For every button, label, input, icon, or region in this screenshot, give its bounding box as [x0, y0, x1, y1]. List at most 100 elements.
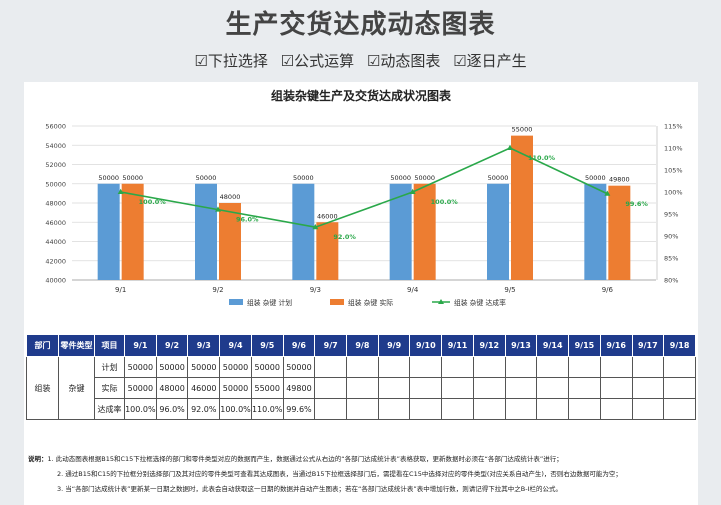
rate-point: [409, 188, 416, 194]
note-text: 3. 当“各部门达成统计表”更新某一日期之数据时，此表会自动获取这一日期的数据并…: [57, 485, 562, 493]
part-type-cell[interactable]: 杂键: [58, 356, 95, 420]
header-cell: 9/7: [314, 334, 348, 357]
header-cell: 9/9: [377, 334, 411, 357]
rate-point: [604, 190, 611, 196]
bar: [487, 183, 509, 280]
note-text: 1. 此动态图表根据B15和C15下拉框选择的部门和零件类型对应的数据而产生，数…: [47, 455, 563, 463]
rate-point: [312, 224, 319, 230]
feature-dropdown: ☑下拉选择: [194, 52, 268, 70]
header-cell: 9/16: [599, 334, 633, 357]
bar: [316, 222, 339, 280]
empty-cell: [472, 398, 506, 420]
header-cell: 9/1: [124, 334, 157, 357]
empty-cell: [536, 398, 570, 420]
feature-list: ☑下拉选择 ☑公式运算 ☑动态图表 ☑逐日产生: [0, 50, 721, 71]
spreadsheet-area: 40000 42000 44000 46000 48000 50000 52000 54000…: [24, 82, 698, 505]
y-tick-label: 50000: [45, 180, 66, 188]
empty-cell: [346, 398, 379, 420]
x-tick-label: 9/3: [310, 286, 321, 294]
bar: [121, 183, 144, 280]
header-cell: 9/10: [409, 334, 443, 357]
empty-cell: [472, 377, 506, 399]
bar: [584, 183, 607, 280]
empty-cell: [409, 377, 443, 399]
bar-data-label: 50000: [414, 174, 435, 182]
legend-label-actual: 组装 杂键 实际: [348, 298, 393, 307]
y-tick-label: 48000: [45, 200, 66, 208]
rate-data-label: 110.0%: [528, 154, 556, 162]
x-tick-label: 9/5: [504, 286, 515, 294]
empty-cell: [568, 398, 601, 420]
y2-tick-label: 110%: [664, 145, 683, 153]
header-cell: 9/4: [219, 334, 252, 357]
feature-daily: ☑逐日产生: [453, 52, 527, 70]
bar-data-label: 55000: [512, 126, 533, 134]
header-cell: 9/5: [250, 334, 284, 357]
header-cell: 9/6: [282, 334, 316, 357]
rate-data-label: 92.0%: [333, 233, 356, 241]
page-title: 生产交货达成动态图表: [225, 10, 496, 40]
bar: [97, 183, 120, 280]
empty-cell: [409, 398, 443, 420]
header-cell: 零件类型: [58, 334, 95, 357]
item-cell: 计划: [94, 356, 125, 378]
rate-data-label: 99.6%: [625, 200, 648, 208]
y2-tick-label: 90%: [664, 233, 678, 241]
item-cell: 实际: [94, 377, 125, 399]
combo-chart[interactable]: 40000 42000 44000 46000 48000 50000 52000 54000…: [24, 82, 698, 332]
legend-label-plan: 组装 杂键 计划: [247, 298, 292, 307]
bar: [608, 185, 631, 280]
value-cell: 46000: [187, 377, 221, 399]
bar: [511, 135, 533, 280]
chart-title: 组装杂键生产及交货达成状况图表: [270, 89, 451, 103]
y-tick-label: 42000: [45, 257, 66, 265]
value-cell: 96.0%: [155, 398, 189, 420]
x-tick-label: 9/6: [602, 286, 614, 294]
empty-cell: [377, 356, 411, 378]
table-header-row: 部门 零件类型 项目 9/1 9/2 9/3 9/4 9/5 9/6 9/7 9…: [26, 334, 696, 357]
bar-data-label: 49800: [609, 176, 630, 184]
empty-cell: [314, 398, 348, 420]
value-cell: 100.0%: [124, 398, 157, 420]
empty-cell: [536, 356, 570, 378]
legend-swatch-actual: [330, 299, 344, 305]
header-cell: 9/12: [472, 334, 506, 357]
value-cell: 99.6%: [282, 398, 316, 420]
y2-tick-label: 115%: [664, 123, 683, 131]
legend-label-rate: 组装 杂键 达成率: [454, 298, 506, 307]
bar-data-label: 50000: [293, 174, 314, 182]
header-cell: 9/8: [346, 334, 379, 357]
page-banner: 生产交货达成动态图表 ☑下拉选择 ☑公式运算 ☑动态图表 ☑逐日产生: [0, 0, 721, 76]
header-cell: 9/17: [631, 334, 665, 357]
header-cell: 9/13: [504, 334, 538, 357]
bar: [413, 183, 436, 280]
note-line: 说明：1. 此动态图表根据B15和C15下拉框选择的部门和零件类型对应的数据而产…: [28, 452, 696, 467]
y-tick-label: 46000: [45, 219, 66, 227]
bar: [195, 183, 217, 280]
x-tick-label: 9/1: [115, 286, 126, 294]
department-cell[interactable]: 组装: [26, 356, 59, 420]
legend-swatch-plan: [229, 299, 243, 305]
empty-cell: [441, 377, 474, 399]
y-tick-label: 52000: [45, 161, 66, 169]
note-line: 3. 当“各部门达成统计表”更新某一日期之数据时，此表会自动获取这一日期的数据并…: [28, 482, 696, 497]
value-cell: 50000: [187, 356, 221, 378]
header-cell: 项目: [94, 334, 125, 357]
bar: [292, 183, 315, 280]
empty-cell: [346, 356, 379, 378]
empty-cell: [631, 356, 665, 378]
empty-cell: [314, 356, 348, 378]
empty-cell: [314, 377, 348, 399]
rate-point: [507, 144, 513, 150]
y2-tick-label: 95%: [664, 211, 678, 219]
value-cell: 92.0%: [187, 398, 221, 420]
y2-tick-label: 85%: [664, 255, 678, 263]
table-row: 实际 50000 48000 46000 50000 55000 49800: [27, 377, 696, 399]
data-table: 部门 零件类型 项目 9/1 9/2 9/3 9/4 9/5 9/6 9/7 9…: [26, 334, 696, 420]
empty-cell: [504, 356, 538, 378]
empty-cell: [504, 398, 538, 420]
notes-section: 说明：1. 此动态图表根据B15和C15下拉框选择的部门和零件类型对应的数据而产…: [28, 452, 696, 497]
header-cell: 9/3: [187, 334, 221, 357]
y2-tick-label: 105%: [664, 167, 683, 175]
value-cell: 50000: [124, 356, 157, 378]
